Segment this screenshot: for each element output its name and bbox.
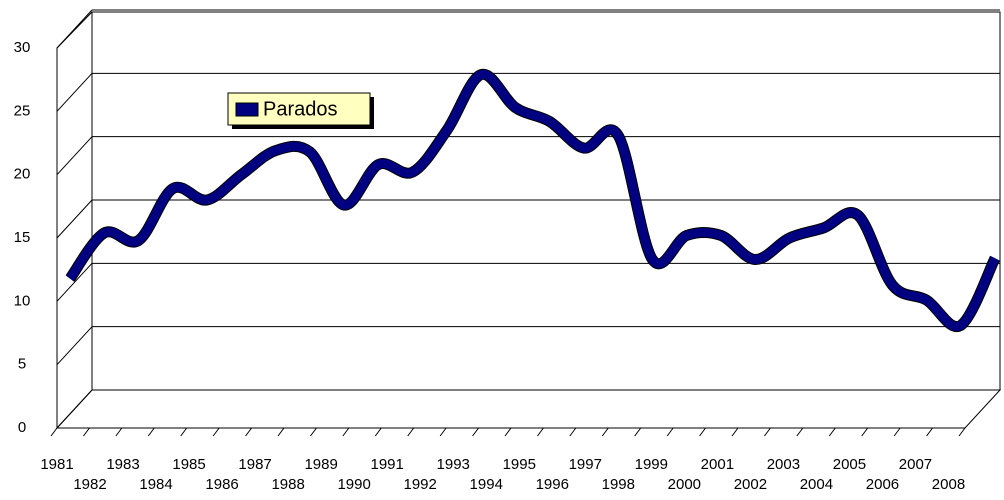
x-tick-label: 2003 bbox=[767, 456, 800, 473]
y-tick-label: 25 bbox=[14, 102, 31, 119]
x-tick bbox=[666, 427, 674, 437]
x-tick bbox=[83, 427, 90, 437]
x-tick-label: 1995 bbox=[503, 456, 536, 473]
x-tick bbox=[277, 427, 285, 437]
x-tick bbox=[893, 427, 901, 437]
x-tick bbox=[374, 427, 382, 437]
x-tick bbox=[504, 427, 512, 437]
x-tick bbox=[50, 427, 58, 437]
x-tick-label: 2002 bbox=[734, 476, 767, 493]
grid-line bbox=[56, 72, 93, 112]
grid-line bbox=[56, 136, 93, 176]
x-tick-label: 1983 bbox=[106, 456, 139, 473]
x-tick-label: 1993 bbox=[437, 456, 470, 473]
x-tick-label: 1994 bbox=[470, 476, 503, 493]
y-tick-label: 20 bbox=[14, 166, 31, 183]
x-tick-label: 1999 bbox=[635, 456, 668, 473]
x-tick bbox=[245, 427, 252, 437]
legend-swatch bbox=[235, 102, 259, 117]
y-tick-label: 10 bbox=[14, 292, 31, 309]
x-tick-label: 1997 bbox=[569, 456, 602, 473]
x-tick-label: 1992 bbox=[404, 476, 437, 493]
x-tick bbox=[958, 427, 966, 437]
x-tick bbox=[569, 427, 577, 437]
x-tick bbox=[731, 427, 739, 437]
x-tick-label: 2005 bbox=[833, 456, 866, 473]
floor bbox=[55, 389, 1002, 429]
grid-line bbox=[56, 199, 93, 239]
x-tick bbox=[926, 427, 933, 437]
x-tick-label: 2008 bbox=[932, 476, 965, 493]
x-tick bbox=[634, 427, 642, 437]
x-tick bbox=[439, 427, 447, 437]
left-wall bbox=[56, 11, 93, 428]
y-tick-label: 15 bbox=[14, 229, 31, 246]
legend-label: Parados bbox=[263, 98, 338, 120]
y-tick-label: 30 bbox=[14, 39, 31, 56]
grid-line bbox=[56, 326, 93, 366]
x-tick-label: 1986 bbox=[205, 476, 238, 493]
grid-line bbox=[56, 262, 93, 302]
y-tick-label: 0 bbox=[18, 419, 26, 436]
x-tick bbox=[212, 427, 220, 437]
x-tick bbox=[699, 427, 706, 437]
x-tick-label: 2000 bbox=[668, 476, 701, 493]
x-tick bbox=[537, 427, 544, 437]
x-tick bbox=[310, 427, 317, 437]
x-tick bbox=[796, 427, 804, 437]
grid-line bbox=[56, 9, 93, 49]
y-tick-label: 5 bbox=[18, 356, 26, 373]
x-tick bbox=[861, 427, 869, 437]
legend: Parados bbox=[227, 92, 374, 129]
x-tick-label: 2004 bbox=[800, 476, 833, 493]
x-tick-label: 1982 bbox=[73, 476, 106, 493]
x-tick-label: 1996 bbox=[536, 476, 569, 493]
x-tick bbox=[407, 427, 415, 437]
x-tick bbox=[180, 427, 188, 437]
x-tick-label: 1985 bbox=[172, 456, 205, 473]
x-tick bbox=[115, 427, 123, 437]
x-tick-label: 1991 bbox=[370, 456, 403, 473]
x-tick-label: 2006 bbox=[866, 476, 899, 493]
x-tick bbox=[342, 427, 350, 437]
x-tick bbox=[764, 427, 771, 437]
ribbon bbox=[66, 70, 1000, 331]
x-tick-label: 2001 bbox=[701, 456, 734, 473]
back-wall bbox=[91, 11, 1001, 391]
x-tick bbox=[147, 427, 155, 437]
x-tick bbox=[601, 427, 609, 437]
x-tick-label: 1989 bbox=[304, 456, 337, 473]
x-tick bbox=[472, 427, 479, 437]
x-tick-label: 1981 bbox=[40, 456, 73, 473]
x-tick-label: 1987 bbox=[238, 456, 271, 473]
grid-line bbox=[56, 389, 93, 429]
x-tick bbox=[828, 427, 836, 437]
x-tick-label: 2007 bbox=[899, 456, 932, 473]
x-tick-label: 1988 bbox=[271, 476, 304, 493]
x-tick-label: 1990 bbox=[337, 476, 370, 493]
x-tick-label: 1998 bbox=[602, 476, 635, 493]
x-tick-label: 1984 bbox=[139, 476, 172, 493]
